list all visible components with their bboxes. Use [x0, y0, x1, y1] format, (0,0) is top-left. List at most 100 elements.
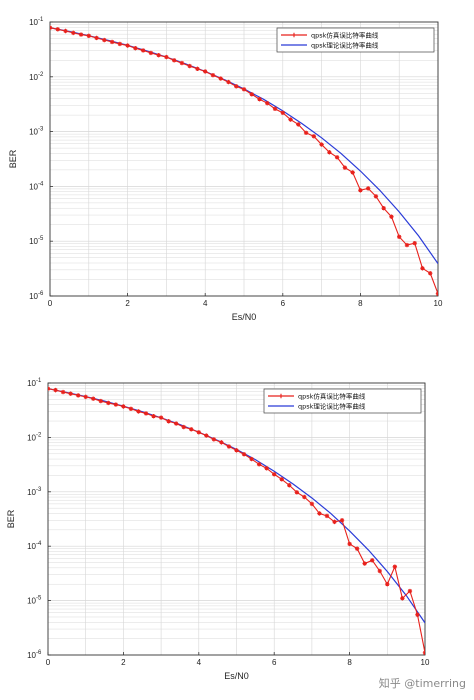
data-point-marker [241, 87, 247, 92]
x-tick-label: 8 [347, 658, 352, 667]
data-point-marker [143, 411, 149, 416]
data-point-marker [400, 596, 405, 601]
data-point-marker [86, 33, 91, 38]
data-point-marker [226, 444, 232, 449]
data-point-marker [181, 424, 186, 430]
data-point-marker [128, 406, 134, 411]
data-point-marker [166, 419, 171, 424]
data-point-marker [288, 117, 293, 122]
data-point-marker [210, 72, 216, 78]
data-point-marker [102, 37, 107, 43]
data-point-marker [211, 437, 217, 442]
data-point-marker [303, 130, 309, 136]
data-point-marker [158, 415, 164, 420]
data-point-marker [392, 564, 398, 569]
data-point-marker [407, 588, 413, 594]
data-point-marker [415, 612, 420, 617]
data-point-marker [55, 27, 60, 32]
data-point-marker [311, 134, 317, 139]
data-point-marker [60, 389, 66, 395]
y-tick-label: 10 [29, 18, 38, 27]
x-tick-label: 8 [358, 299, 363, 308]
y-tick-label: 10 [29, 237, 38, 246]
data-point-marker [327, 150, 332, 155]
data-point-marker [226, 79, 231, 85]
data-point-marker [117, 41, 123, 47]
data-point-marker [377, 568, 382, 574]
data-point-marker [265, 100, 270, 106]
data-point-marker [294, 490, 300, 495]
data-point-marker [204, 433, 209, 438]
x-tick-label: 2 [125, 299, 130, 308]
data-point-marker [412, 240, 417, 246]
data-point-marker [140, 48, 146, 53]
data-point-marker [350, 170, 355, 175]
y-tick-label: 10 [27, 651, 36, 660]
y-tick-label: 10 [27, 379, 36, 388]
data-point-marker [256, 462, 262, 467]
x-tick-label: 4 [197, 658, 202, 667]
data-point-marker [218, 76, 223, 81]
data-point-marker [358, 188, 363, 193]
data-point-marker [125, 43, 130, 48]
data-point-marker [98, 398, 103, 404]
data-point-marker [219, 440, 224, 445]
data-point-marker [241, 452, 247, 457]
data-point-marker [404, 242, 410, 248]
data-point-marker [94, 35, 99, 41]
data-point-marker [249, 456, 254, 462]
data-point-marker [171, 58, 177, 63]
data-point-marker [385, 582, 390, 587]
y-tick-exponent: -1 [38, 17, 44, 23]
data-point-marker [173, 421, 179, 426]
data-point-marker [164, 54, 169, 60]
data-point-marker [428, 271, 433, 276]
data-point-marker [195, 66, 200, 71]
x-tick-label: 0 [48, 299, 53, 308]
x-tick-label: 10 [434, 299, 443, 308]
x-tick-label: 2 [121, 658, 126, 667]
data-point-marker [63, 28, 68, 34]
data-point-marker [296, 122, 301, 127]
legend-entry-label: qpsk理论误比特率曲线 [298, 402, 366, 411]
y-tick-label: 10 [29, 73, 38, 82]
y-tick-exponent: -6 [36, 650, 42, 656]
legend-entry-label: qpsk仿真误比特率曲线 [298, 392, 366, 401]
data-point-marker [287, 483, 292, 488]
data-point-marker [106, 400, 111, 406]
data-point-marker [264, 466, 269, 471]
y-tick-exponent: -1 [36, 378, 42, 384]
data-point-marker [370, 558, 375, 563]
y-tick-label: 10 [29, 182, 38, 191]
legend-marker [291, 32, 297, 38]
data-point-marker [75, 393, 81, 398]
data-point-marker [280, 110, 285, 116]
data-point-marker [78, 32, 84, 37]
data-point-marker [317, 511, 322, 516]
data-point-marker [347, 541, 352, 547]
data-point-marker [249, 92, 254, 97]
data-point-marker [121, 404, 126, 409]
data-point-marker [381, 206, 386, 211]
data-point-marker [91, 396, 96, 401]
data-point-marker [279, 477, 284, 482]
data-point-marker [234, 84, 239, 89]
y-tick-label: 10 [27, 542, 36, 551]
data-point-marker [113, 402, 119, 407]
data-point-marker [109, 39, 115, 45]
data-point-marker [334, 155, 340, 160]
legend-entry-label: qpsk仿真误比特率曲线 [311, 31, 379, 40]
legend-box [263, 388, 422, 414]
data-point-marker [71, 30, 76, 36]
legend-box [276, 27, 435, 53]
data-point-marker [234, 448, 239, 453]
data-point-marker [156, 52, 161, 58]
data-point-marker [136, 409, 141, 414]
y-tick-exponent: -2 [36, 432, 42, 438]
legend-entry-label: qpsk理论误比特率曲线 [311, 41, 379, 50]
x-tick-label: 6 [281, 299, 286, 308]
y-tick-exponent: -2 [38, 72, 44, 78]
